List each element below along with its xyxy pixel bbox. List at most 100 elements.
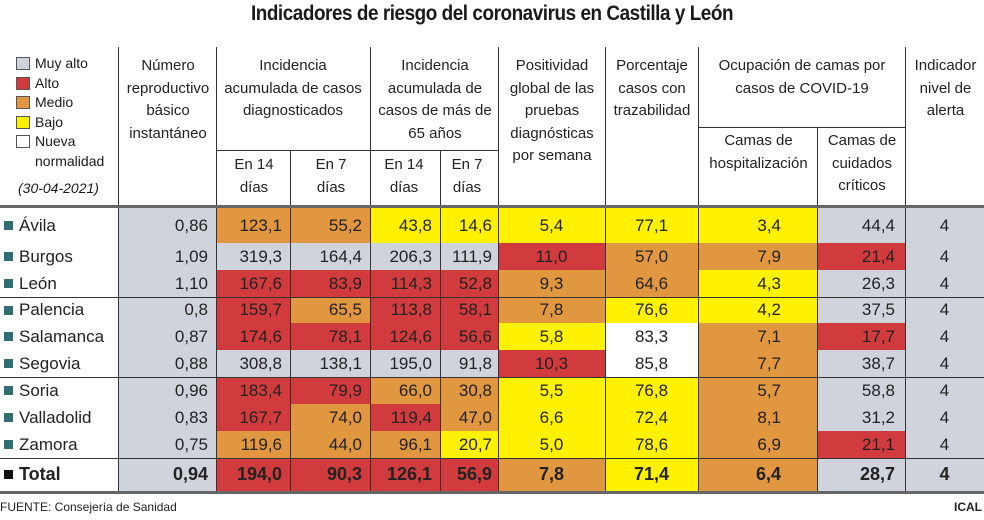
table-cell: 4 (905, 377, 984, 404)
divider (0, 458, 984, 459)
table-cell: 44,0 (290, 431, 370, 458)
table-cell: 119,4 (370, 404, 440, 431)
table-cell: 6,4 (698, 458, 817, 491)
table-cell: 52,8 (440, 270, 498, 297)
date-label: (30-04-2021) (18, 180, 99, 196)
divider (370, 207, 371, 491)
divider (440, 150, 441, 207)
table-cell: 0,83 (118, 404, 216, 431)
table-cell: 58,8 (817, 377, 905, 404)
table-cell: 126,1 (370, 458, 440, 491)
table-cell: 14,6 (440, 208, 498, 243)
province-label: Valladolid (0, 404, 91, 431)
table-cell: 47,0 (440, 404, 498, 431)
table-cell: 79,9 (290, 377, 370, 404)
table-bottom-rule (0, 491, 984, 494)
table-cell: 0,8 (118, 297, 216, 323)
table-cell: 0,87 (118, 323, 216, 350)
bullet-icon (4, 440, 13, 449)
table-cell: 5,0 (498, 431, 605, 458)
divider (370, 47, 371, 207)
table-cell: 111,9 (440, 243, 498, 270)
table-cell: 0,96 (118, 377, 216, 404)
table-cell: 37,5 (817, 297, 905, 323)
table-cell: 83,3 (605, 323, 698, 350)
bullet-icon (4, 332, 13, 341)
header-reproductivo: Número reproductivo básico instantáneo (126, 57, 210, 142)
table-cell: 123,1 (216, 208, 290, 243)
table-cell: 308,8 (216, 350, 290, 377)
table-cell: 7,9 (698, 243, 817, 270)
table-cell: 72,4 (605, 404, 698, 431)
province-label: Salamanca (0, 323, 104, 350)
table-cell: 64,6 (605, 270, 698, 297)
table-cell: 78,6 (605, 431, 698, 458)
legend-swatch-bajo (16, 115, 30, 129)
table-cell: 26,3 (817, 270, 905, 297)
table-cell: 159,7 (216, 297, 290, 323)
table-cell: 5,7 (698, 377, 817, 404)
divider (817, 127, 818, 207)
divider (498, 47, 499, 207)
legend-label: Bajo (35, 113, 64, 130)
table-cell: 65,5 (290, 297, 370, 323)
table-cell: 119,6 (216, 431, 290, 458)
source-note: FUENTE: Consejería de Sanidad (0, 500, 177, 514)
table-cell: 30,8 (440, 377, 498, 404)
table-cell: 91,8 (440, 350, 498, 377)
legend-swatch-muy-alto (16, 57, 30, 71)
table-cell: 78,1 (290, 323, 370, 350)
table-cell: 194,0 (216, 458, 290, 491)
divider (698, 207, 699, 491)
table-cell: 4 (905, 458, 984, 491)
table-cell: 6,9 (698, 431, 817, 458)
table-cell: 57,0 (605, 243, 698, 270)
divider (216, 47, 217, 207)
table-cell: 10,3 (498, 350, 605, 377)
province-label: Segovia (0, 350, 80, 377)
divider (605, 207, 606, 491)
table-cell: 5,5 (498, 377, 605, 404)
table-cell: 58,1 (440, 297, 498, 323)
table-cell: 114,3 (370, 270, 440, 297)
table-cell: 206,3 (370, 243, 440, 270)
table-cell: 56,9 (440, 458, 498, 491)
table-cell: 1,10 (118, 270, 216, 297)
province-label: Palencia (0, 297, 84, 323)
divider (817, 207, 818, 491)
header-hospitalizacion: Camas de hospitalización (709, 132, 808, 172)
table-cell: 1,09 (118, 243, 216, 270)
header-ia-casos-14: En 14 días (234, 156, 274, 196)
bullet-icon (4, 470, 13, 479)
legend-label: Nueva (35, 133, 76, 149)
table-cell: 167,6 (216, 270, 290, 297)
province-name: Palencia (19, 300, 85, 319)
table-cell: 17,7 (817, 323, 905, 350)
legend-swatch-alto (16, 76, 30, 90)
table-cell: 0,94 (118, 458, 216, 491)
table-cell: 4 (905, 297, 984, 323)
header-criticos: Camas de cuidados críticos (827, 132, 897, 194)
table-cell: 4 (905, 243, 984, 270)
province-name: Salamanca (19, 326, 105, 346)
legend-item-nueva-normalidad: Nueva (16, 132, 104, 152)
table-cell: 4,3 (698, 270, 817, 297)
table-cell: 7,1 (698, 323, 817, 350)
divider (905, 207, 906, 491)
divider (498, 207, 499, 491)
legend-label: Muy alto (35, 55, 88, 71)
table-cell: 83,9 (290, 270, 370, 297)
header-positividad: Positividad global de las pruebas diagnó… (509, 57, 595, 164)
table-cell: 4 (905, 431, 984, 458)
divider (290, 150, 291, 207)
divider (290, 207, 291, 491)
province-label: Burgos (0, 243, 73, 270)
province-label: Zamora (0, 431, 78, 458)
bullet-icon (4, 252, 13, 261)
credit: ICAL (954, 500, 982, 514)
table-cell: 5,4 (498, 208, 605, 243)
divider (0, 377, 984, 378)
province-name: Total (19, 464, 61, 484)
table-cell: 76,6 (605, 297, 698, 323)
divider (0, 297, 984, 298)
